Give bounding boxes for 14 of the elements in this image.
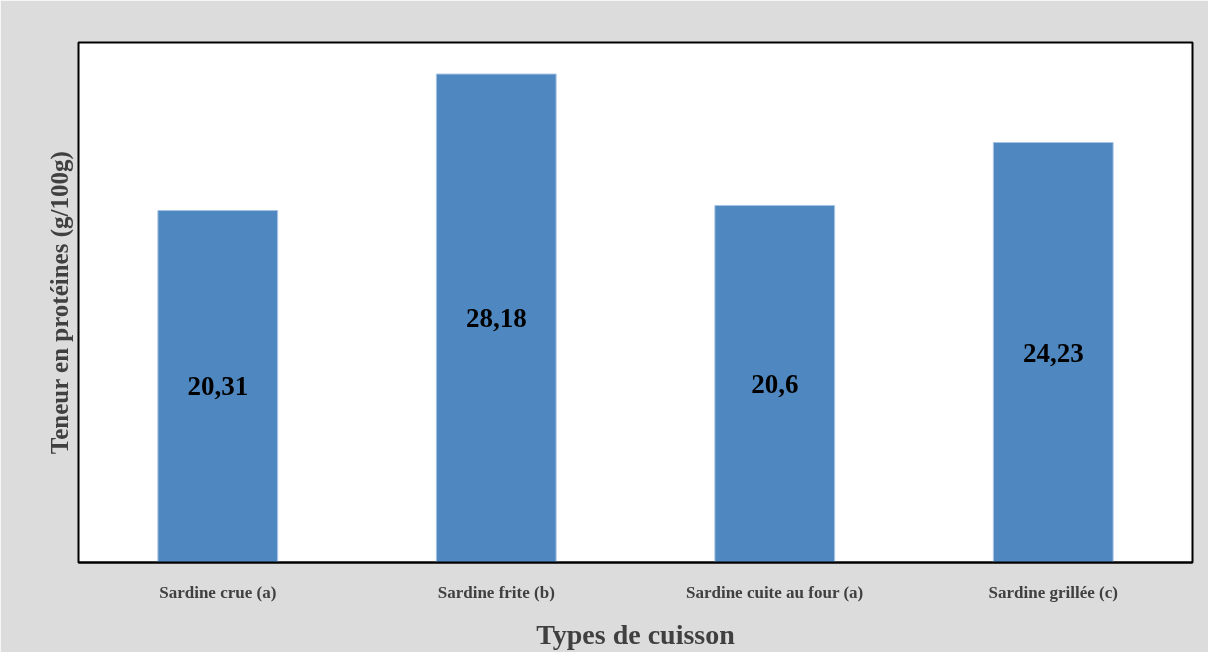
data-label: 28,18 [465,303,527,334]
x-tick-label: Sardine frite (b) [437,582,555,602]
x-tick-label: Sardine crue (a) [159,582,277,602]
data-label: 20,6 [751,368,799,399]
bar [435,73,557,563]
bar [157,209,279,563]
bar [714,204,836,563]
x-tick-label: Sardine cuite au four (a) [685,582,864,602]
y-axis-title: Teneur en protéines (g/100g) [45,151,74,455]
x-axis-title: Types de cuisson [536,618,736,650]
bar [992,142,1114,563]
x-tick-label: Sardine grillée (c) [988,582,1118,602]
data-label: 24,23 [1022,337,1084,368]
data-label: 20,31 [187,371,249,402]
